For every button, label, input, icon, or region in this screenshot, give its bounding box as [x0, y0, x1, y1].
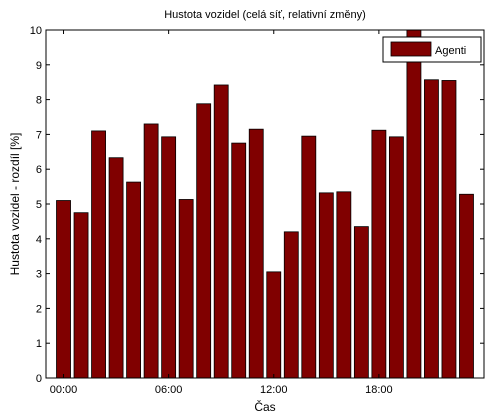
x-axis-ticks: 00:00 06:00 12:00 18:00 — [50, 30, 393, 396]
bar-14 — [301, 135, 317, 379]
y-tick-label-5: 5 — [36, 199, 42, 211]
bar-18 — [371, 129, 387, 379]
y-tick-label-9: 9 — [36, 60, 42, 72]
x-axis-title: Čas — [254, 399, 275, 414]
bar-19 — [388, 136, 404, 379]
legend-label: Agenti — [435, 45, 466, 57]
y-tick-label-10: 10 — [30, 25, 42, 37]
bar-16 — [336, 191, 352, 379]
y-tick-label-8: 8 — [36, 95, 42, 107]
y-tick-label-2: 2 — [36, 303, 42, 315]
bars-group — [56, 29, 474, 379]
y-axis-title: Hustota vozidel - rozdíl [%] — [8, 133, 22, 276]
bar-4 — [126, 181, 142, 379]
bar-13 — [283, 231, 299, 379]
bar-9 — [213, 84, 229, 379]
bar-2 — [91, 130, 106, 379]
bar-3 — [108, 157, 124, 379]
y-tick-label-0: 0 — [36, 373, 42, 385]
bar-11 — [248, 128, 264, 379]
x-tick-label-1: 06:00 — [155, 384, 183, 396]
y-tick-label-4: 4 — [36, 234, 42, 246]
bar-7 — [178, 199, 194, 379]
bar-22 — [441, 80, 457, 379]
bar-0 — [56, 200, 71, 379]
bar-5 — [143, 123, 159, 379]
bar-23 — [459, 193, 474, 379]
x-tick-label-0: 00:00 — [50, 384, 78, 396]
y-tick-label-7: 7 — [36, 129, 42, 141]
bar-15 — [318, 192, 334, 379]
y-axis-ticks: 0 1 2 3 4 5 6 7 8 9 10 — [30, 25, 484, 385]
bar-21 — [424, 79, 439, 379]
chart-title: Hustota vozidel (celá síť, relativní změ… — [164, 9, 366, 21]
bar-12 — [266, 271, 282, 379]
y-tick-label-3: 3 — [36, 269, 42, 281]
x-tick-label-2: 12:00 — [260, 384, 288, 396]
bar-1 — [73, 212, 89, 379]
plot-border — [45, 29, 485, 379]
bar-20 — [406, 29, 422, 379]
bar-17 — [353, 226, 369, 379]
y-tick-label-6: 6 — [36, 164, 42, 176]
x-tick-label-3: 18:00 — [365, 384, 393, 396]
bar-10 — [231, 142, 247, 379]
bar-6 — [161, 136, 177, 379]
y-tick-label-1: 1 — [36, 338, 42, 350]
bar-8 — [196, 103, 212, 379]
legend: Agenti — [382, 36, 482, 63]
legend-swatch — [390, 41, 432, 57]
